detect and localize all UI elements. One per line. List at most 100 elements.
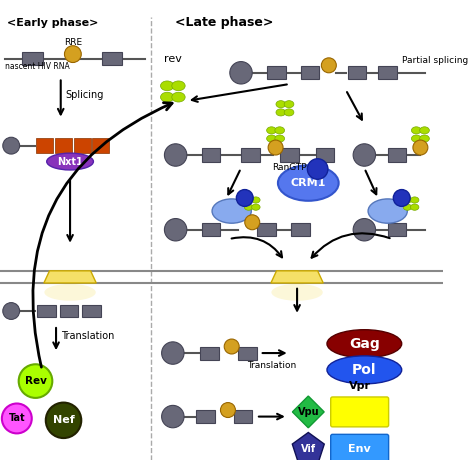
Ellipse shape xyxy=(368,199,407,223)
Bar xyxy=(200,346,219,360)
Bar xyxy=(82,305,101,317)
Ellipse shape xyxy=(172,81,185,91)
Bar xyxy=(55,138,72,153)
Bar xyxy=(267,66,286,79)
Polygon shape xyxy=(271,271,323,283)
Bar xyxy=(60,305,79,317)
Circle shape xyxy=(46,402,81,438)
Ellipse shape xyxy=(47,153,93,170)
Text: nascent HIV RNA: nascent HIV RNA xyxy=(5,62,69,71)
Text: Env: Env xyxy=(348,444,371,454)
Bar xyxy=(202,223,220,236)
Text: Rev: Rev xyxy=(25,376,46,386)
Text: Partial splicing: Partial splicing xyxy=(401,56,468,65)
Bar xyxy=(301,66,319,79)
Ellipse shape xyxy=(403,197,412,203)
Bar xyxy=(292,223,310,236)
Ellipse shape xyxy=(411,127,421,134)
Ellipse shape xyxy=(245,204,253,210)
Circle shape xyxy=(321,58,337,73)
Circle shape xyxy=(164,144,187,166)
Text: <Late phase>: <Late phase> xyxy=(175,16,273,29)
Bar xyxy=(241,148,260,162)
Bar xyxy=(22,52,43,65)
Ellipse shape xyxy=(266,135,276,142)
Ellipse shape xyxy=(410,197,419,203)
FancyArrowPatch shape xyxy=(33,103,172,367)
Text: Translation: Translation xyxy=(61,331,114,341)
Ellipse shape xyxy=(419,127,429,134)
Polygon shape xyxy=(292,396,324,428)
Ellipse shape xyxy=(275,127,284,134)
Circle shape xyxy=(224,339,239,354)
Bar xyxy=(238,346,257,360)
Ellipse shape xyxy=(284,100,294,108)
Circle shape xyxy=(413,140,428,155)
Ellipse shape xyxy=(172,92,185,102)
Text: Translation: Translation xyxy=(247,361,297,370)
Bar xyxy=(102,52,122,65)
Ellipse shape xyxy=(327,356,401,384)
Circle shape xyxy=(393,190,410,206)
Bar xyxy=(388,223,406,236)
Bar xyxy=(347,66,366,79)
Ellipse shape xyxy=(252,197,260,203)
Bar xyxy=(234,410,252,423)
Ellipse shape xyxy=(276,109,286,116)
Circle shape xyxy=(164,219,187,241)
Circle shape xyxy=(3,302,19,319)
Circle shape xyxy=(162,405,184,428)
Text: <Early phase>: <Early phase> xyxy=(8,18,99,28)
Bar xyxy=(36,138,53,153)
Ellipse shape xyxy=(212,199,251,223)
Text: Nef: Nef xyxy=(53,415,74,425)
Bar xyxy=(316,148,335,162)
Text: Vpu: Vpu xyxy=(298,407,319,417)
Ellipse shape xyxy=(419,135,429,142)
Text: rev: rev xyxy=(164,54,182,64)
Circle shape xyxy=(353,219,375,241)
Text: Pol: Pol xyxy=(352,363,376,377)
Bar xyxy=(280,148,299,162)
Polygon shape xyxy=(44,271,96,283)
Circle shape xyxy=(230,62,252,84)
Ellipse shape xyxy=(252,204,260,210)
Text: Tat: Tat xyxy=(9,413,25,423)
Text: Gag: Gag xyxy=(349,337,380,351)
Ellipse shape xyxy=(276,100,286,108)
FancyBboxPatch shape xyxy=(331,397,389,427)
Circle shape xyxy=(2,403,32,433)
Bar xyxy=(202,148,220,162)
Circle shape xyxy=(268,140,283,155)
Polygon shape xyxy=(292,432,324,463)
Circle shape xyxy=(220,402,236,418)
Ellipse shape xyxy=(245,197,253,203)
Circle shape xyxy=(162,342,184,364)
Circle shape xyxy=(3,137,19,154)
Circle shape xyxy=(353,144,375,166)
Text: Vif: Vif xyxy=(301,444,316,454)
Ellipse shape xyxy=(278,165,338,201)
Circle shape xyxy=(307,159,328,179)
Bar xyxy=(257,223,275,236)
Ellipse shape xyxy=(266,127,276,134)
Ellipse shape xyxy=(327,330,401,358)
Ellipse shape xyxy=(161,92,174,102)
Text: Vpr: Vpr xyxy=(349,381,371,391)
Ellipse shape xyxy=(284,109,294,116)
Text: RanGTP: RanGTP xyxy=(272,163,307,172)
Bar xyxy=(388,148,406,162)
Ellipse shape xyxy=(275,135,284,142)
Bar xyxy=(37,305,56,317)
Bar xyxy=(196,410,215,423)
Ellipse shape xyxy=(411,135,421,142)
Bar xyxy=(378,66,397,79)
Text: RRE: RRE xyxy=(64,38,82,47)
FancyBboxPatch shape xyxy=(331,434,389,464)
Text: Splicing: Splicing xyxy=(65,90,104,100)
Ellipse shape xyxy=(161,81,174,91)
Circle shape xyxy=(18,364,52,398)
Circle shape xyxy=(237,190,253,206)
Bar xyxy=(92,138,109,153)
Circle shape xyxy=(245,215,260,230)
